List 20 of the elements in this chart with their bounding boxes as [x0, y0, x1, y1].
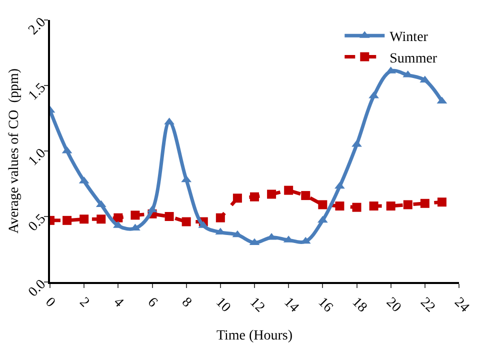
x-tick-label: 10	[212, 294, 234, 316]
x-tick-label: 8	[178, 294, 194, 311]
y-axis-title: Average values of CO (ppm)	[7, 68, 22, 234]
y-tick-label: 0.5	[26, 212, 49, 235]
x-tick-label: 22	[417, 294, 438, 316]
x-tick-label: 14	[280, 294, 302, 316]
x-tick-label: 2	[76, 294, 92, 311]
x-tick-label: 16	[314, 294, 336, 316]
legend-label: Summer	[390, 51, 438, 66]
x-tick-label: 24	[451, 294, 472, 316]
x-tick-label: 18	[348, 294, 370, 316]
legend-label: Winter	[390, 30, 428, 46]
x-tick-label: 20	[383, 294, 404, 316]
y-tick-label: 1.0	[26, 146, 49, 170]
x-tick-label: 6	[144, 294, 160, 311]
x-tick-label: 4	[110, 294, 126, 311]
y-tick-label: 1.5	[26, 80, 49, 104]
x-tick-label: 12	[246, 294, 268, 316]
x-axis-title: Time (Hours)	[216, 328, 293, 344]
y-tick-label: 2.0	[26, 15, 49, 38]
